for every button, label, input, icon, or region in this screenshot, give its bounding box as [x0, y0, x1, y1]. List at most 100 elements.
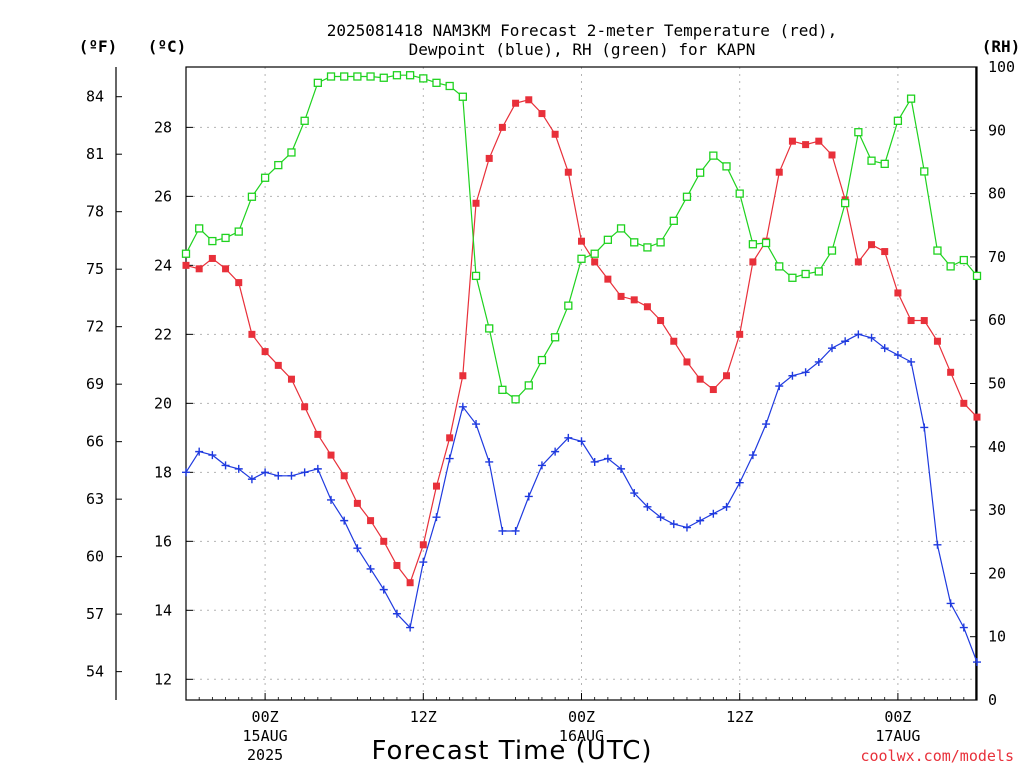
credit-link[interactable]: coolwx.com/models: [860, 747, 1014, 765]
rh-point: [748, 240, 758, 249]
fahrenheit-tick-label: 78: [86, 203, 104, 221]
dewpoint-point: [445, 454, 454, 463]
dewpoint-point: [854, 330, 863, 339]
temperature-point: [485, 154, 493, 162]
dewpoint-point: [458, 402, 467, 411]
temperature-point: [933, 337, 941, 345]
temperature-point: [367, 517, 375, 525]
rh-point: [524, 381, 533, 390]
temperature-point: [670, 337, 678, 345]
dewpoint-point: [511, 526, 520, 535]
temperature-point: [630, 296, 638, 304]
fahrenheit-unit-label: (ºF): [79, 37, 118, 56]
rh-point: [208, 236, 217, 246]
temperature-point: [868, 241, 876, 249]
rh-unit-label: (RH): [982, 37, 1021, 56]
rh-point: [682, 192, 692, 201]
temperature-point: [472, 199, 480, 207]
celsius-unit-label: (ºC): [148, 37, 187, 56]
rh-point: [511, 395, 520, 404]
dewpoint-point: [603, 454, 612, 463]
temperature-point: [657, 317, 665, 325]
temperature-point: [182, 261, 190, 269]
x-axis-title: Forecast Time (UTC): [371, 736, 652, 766]
temperature-point: [406, 579, 414, 587]
rh-point: [471, 271, 481, 281]
rh-tick-label: 90: [988, 121, 1006, 139]
temperature-point: [538, 110, 546, 118]
temperature-point: [709, 386, 717, 394]
rh-point: [735, 189, 744, 198]
rh-point: [880, 159, 889, 168]
rh-point: [893, 116, 903, 125]
dewpoint-point: [814, 357, 823, 366]
rh-point: [656, 238, 665, 247]
dewpoint-point: [234, 464, 243, 473]
rh-point: [946, 262, 955, 271]
grid: [186, 67, 977, 700]
dewpoint-point: [946, 599, 955, 608]
fahrenheit-tick-label: 75: [86, 260, 104, 278]
temperature-point: [274, 361, 282, 369]
temperature-point: [327, 451, 335, 459]
rh-point: [933, 246, 942, 255]
dewpoint-point: [195, 447, 204, 456]
rh-point: [485, 324, 494, 333]
temperature-point: [881, 248, 889, 256]
rh-point: [841, 198, 850, 208]
rh-point: [458, 92, 468, 101]
temperature-point: [643, 303, 651, 311]
rh-point: [590, 249, 599, 258]
temperature-point: [775, 168, 783, 176]
temperature-point: [736, 330, 744, 338]
temperature-point: [208, 254, 216, 262]
dewpoint-point: [472, 420, 481, 429]
temperature-point: [907, 317, 915, 325]
fahrenheit-tick-label: 66: [86, 433, 104, 451]
dewpoint-point: [406, 623, 415, 632]
temperature-point: [235, 279, 243, 287]
dewpoint-point: [208, 451, 217, 460]
x-tick-label: 12Z: [410, 708, 437, 726]
temperature-point: [578, 237, 585, 245]
rh-point: [221, 233, 230, 243]
rh-point: [709, 151, 718, 160]
rh-point: [340, 72, 349, 81]
fahrenheit-tick-label: 81: [86, 145, 104, 163]
rh-point: [300, 116, 309, 125]
dewpoint-point: [867, 333, 876, 342]
rh-tick-label: 20: [988, 564, 1006, 582]
x-tick-label: 00Z: [884, 708, 911, 726]
celsius-tick-label: 18: [154, 463, 172, 481]
rh-point: [181, 249, 191, 258]
celsius-tick-label: 16: [154, 532, 172, 550]
dewpoint-point: [933, 540, 942, 549]
dewpoint-series: [182, 330, 981, 667]
temperature-point: [960, 399, 968, 407]
x-tick-date-label: 15AUG: [243, 727, 288, 745]
temperature-point: [749, 258, 757, 266]
rh-tick-label: 10: [988, 628, 1006, 646]
temperature-point: [788, 137, 796, 145]
dewpoint-point: [590, 457, 599, 466]
temperature-point: [854, 258, 862, 266]
temperature-point: [920, 317, 928, 325]
celsius-tick-label: 28: [154, 118, 172, 136]
rh-point: [788, 273, 797, 282]
rh-point: [906, 94, 916, 103]
dewpoint-point: [340, 516, 349, 525]
rh-point: [313, 78, 322, 87]
rh-point: [326, 72, 336, 81]
dewpoint-point: [524, 492, 533, 501]
rh-point: [814, 267, 823, 276]
rh-tick-label: 60: [988, 311, 1006, 329]
temperature-point: [353, 499, 361, 507]
dewpoint-point: [379, 585, 388, 594]
temperature-point: [525, 96, 533, 104]
rh-point: [959, 255, 968, 265]
rh-point: [537, 355, 547, 365]
dewpoint-point: [973, 658, 981, 667]
temperature-point: [604, 275, 612, 283]
title-line-2: Dewpoint (blue), RH (green) for KAPN: [409, 40, 756, 59]
